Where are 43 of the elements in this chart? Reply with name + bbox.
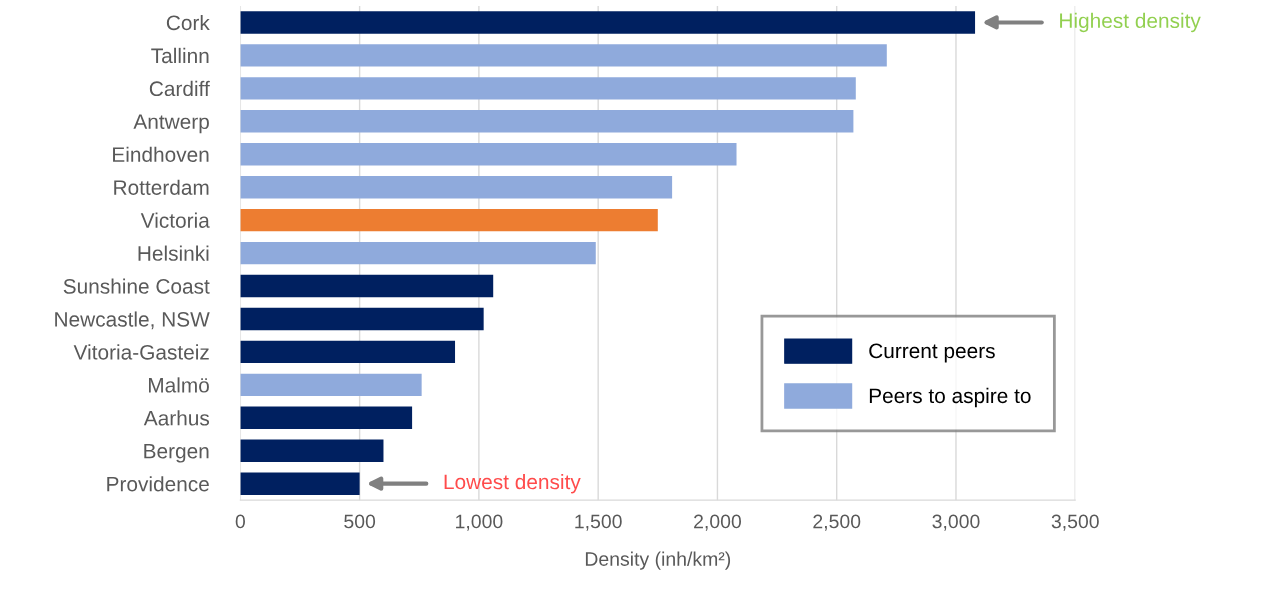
- bar: [240, 175, 673, 199]
- bar: [240, 77, 856, 100]
- bar: [240, 44, 887, 67]
- y-tick-label: Aarhus: [143, 410, 210, 426]
- y-tick-label: Malmö: [149, 377, 209, 393]
- bar: [240, 439, 384, 462]
- y-tick-label: Helsinki: [138, 245, 209, 261]
- x-tick-label: 2,000: [694, 514, 742, 531]
- x-tick-label: 2,500: [813, 514, 861, 531]
- bar: [240, 241, 596, 265]
- x-axis-title: Density (inh/km²): [585, 551, 731, 570]
- y-tick-label: Cork: [166, 14, 210, 31]
- bar: [240, 373, 422, 397]
- bar: [240, 110, 854, 133]
- x-tick-label: 500: [344, 514, 376, 529]
- bar: [240, 11, 976, 34]
- annotation: Lowest density: [444, 473, 581, 494]
- legend-label: Current peers: [869, 343, 995, 363]
- y-tick-label: Vitoria-Gasteiz: [73, 344, 209, 360]
- y-tick-label: Tallinn: [151, 47, 209, 64]
- annotation: Highest density: [1060, 12, 1201, 33]
- bar: [240, 340, 456, 364]
- bar: [240, 307, 484, 331]
- y-tick-label: Newcastle, NSW: [55, 311, 210, 330]
- bar: [240, 472, 360, 495]
- y-tick-label: Bergen: [144, 443, 209, 463]
- x-tick-label: 0: [235, 514, 245, 529]
- bar: [240, 274, 494, 298]
- x-tick-label: 1,000: [456, 514, 503, 531]
- bar: [240, 208, 658, 232]
- x-tick-label: 1,500: [575, 514, 622, 531]
- y-tick-label: Antwerp: [133, 114, 209, 134]
- bar: [240, 143, 737, 166]
- bar: [240, 406, 413, 429]
- y-tick-label: Cardiff: [149, 80, 210, 97]
- x-tick-label: 3,000: [932, 514, 980, 531]
- y-tick-label: Sunshine Coast: [63, 278, 210, 294]
- y-tick-label: Rotterdam: [114, 179, 209, 195]
- y-tick-label: Victoria: [140, 212, 210, 228]
- y-tick-label: Providence: [107, 476, 209, 492]
- x-tick-label: 3,500: [1051, 514, 1099, 531]
- y-tick-label: Eindhoven: [113, 146, 209, 162]
- legend-label: Peers to aspire to: [869, 387, 1031, 408]
